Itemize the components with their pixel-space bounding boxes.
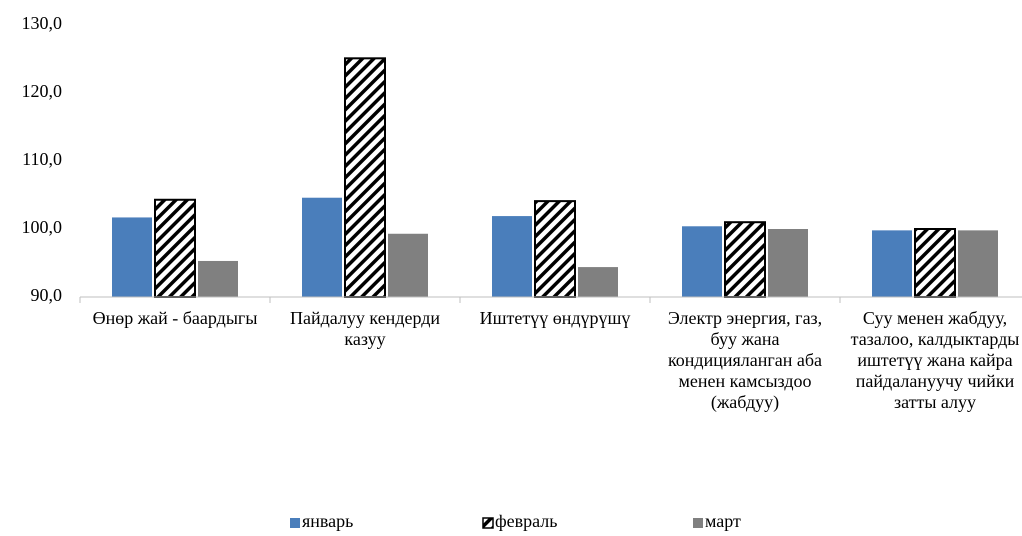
legend-swatch xyxy=(290,518,300,528)
bar xyxy=(578,267,618,297)
bar xyxy=(872,230,912,297)
bar xyxy=(302,197,342,297)
x-tick-label-box: Суу менен жабдуу, тазалоо, калдыктарды и… xyxy=(850,308,1020,412)
bar xyxy=(914,228,956,298)
bar xyxy=(768,229,808,297)
legend-label: январь xyxy=(302,511,353,531)
bar xyxy=(154,198,196,298)
x-tick-label: Электр энергия, газ, буу жана кондицияла… xyxy=(667,308,823,412)
x-tick-label: Иштетүү өндүрүшү xyxy=(479,308,631,328)
bar xyxy=(534,200,576,298)
legend-label: февраль xyxy=(495,511,558,531)
x-tick-label: Пайдалуу кендерди казуу xyxy=(289,308,441,349)
y-tick-label: 90,0 xyxy=(31,285,63,305)
bar xyxy=(344,57,386,298)
bar xyxy=(492,216,532,297)
x-tick-label-box: Пайдалуу кендерди казуу xyxy=(289,308,441,349)
bar xyxy=(724,221,766,298)
x-tick-label-box: Иштетүү өндүрүшү xyxy=(479,308,631,328)
y-tick-label: 100,0 xyxy=(22,217,63,237)
y-tick-label: 130,0 xyxy=(22,13,63,33)
bar xyxy=(388,233,428,297)
legend-swatch xyxy=(693,518,703,528)
x-tick-label: Өнөр жай - баардыгы xyxy=(92,308,258,328)
x-tick-label-box: Өнөр жай - баардыгы xyxy=(92,308,258,328)
x-tick-label: Суу менен жабдуу, тазалоо, калдыктарды и… xyxy=(850,308,1020,412)
legend-swatch xyxy=(482,517,494,529)
x-tick-label-box: Электр энергия, газ, буу жана кондицияла… xyxy=(667,308,823,412)
y-tick-label: 120,0 xyxy=(22,81,63,101)
bar xyxy=(682,226,722,297)
bar xyxy=(112,217,152,297)
bar xyxy=(198,260,238,297)
legend-label: март xyxy=(705,511,741,531)
y-tick-label: 110,0 xyxy=(22,149,62,169)
bar xyxy=(958,230,998,297)
